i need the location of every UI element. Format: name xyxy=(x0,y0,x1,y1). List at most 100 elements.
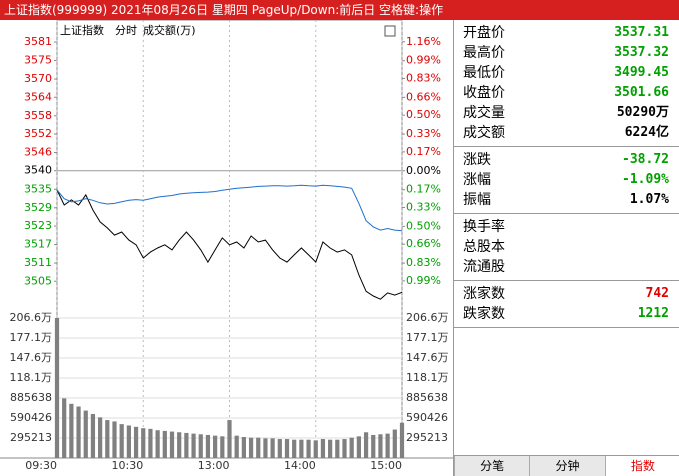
info-value: 1.07% xyxy=(629,192,669,207)
volume-bar xyxy=(205,434,211,458)
y-tick-label: 3505 xyxy=(24,274,52,287)
volume-bar xyxy=(292,439,297,458)
info-row: 最低价 3499.45 xyxy=(454,63,679,83)
y-tick-label: 3523 xyxy=(24,219,52,232)
info-label: 总股本 xyxy=(463,239,505,255)
y2-tick-label: 0.33% xyxy=(406,200,441,213)
y-tick-label: 206.6万 xyxy=(10,311,53,324)
volume-bar xyxy=(213,435,218,458)
y2-tick-label: 0.99% xyxy=(406,274,441,287)
volume-bar xyxy=(313,440,318,458)
y-tick-label: 3540 xyxy=(24,164,52,177)
volume-bar xyxy=(148,428,153,458)
y-tick-label: 3575 xyxy=(24,54,52,67)
info-value: 1212 xyxy=(637,306,669,321)
y-tick-label: 590426 xyxy=(10,411,52,424)
volume-bar xyxy=(105,420,110,458)
chart-title: 上证指数 xyxy=(60,23,104,37)
info-row: 流通股 xyxy=(454,257,679,277)
y-tick-label: 118.1万 xyxy=(406,371,449,384)
volume-bar xyxy=(227,420,232,458)
volume-bar xyxy=(277,439,282,458)
info-row: 最高价 3537.32 xyxy=(454,43,679,63)
info-label: 跌家数 xyxy=(463,306,505,322)
info-value: 3537.31 xyxy=(614,25,669,40)
info-label: 开盘价 xyxy=(463,25,505,41)
y-tick-label: 3552 xyxy=(24,127,52,140)
y-tick-label: 885638 xyxy=(10,391,52,404)
y2-tick-label: 0.17% xyxy=(406,183,441,196)
y2-tick-label: 0.00% xyxy=(406,164,441,177)
y-tick-label: 590426 xyxy=(406,411,448,424)
volume-bar xyxy=(328,439,333,458)
tab[interactable]: 分笔 xyxy=(454,456,530,476)
volume-bar xyxy=(248,437,254,458)
y-tick-label: 3558 xyxy=(24,109,52,122)
info-value: 3537.32 xyxy=(614,45,669,60)
volume-bar xyxy=(349,437,354,458)
info-label: 流通股 xyxy=(463,259,505,275)
volume-bar xyxy=(220,436,225,458)
volume-bar xyxy=(342,439,347,458)
info-group: 换手率 总股本 流通股 xyxy=(454,214,679,281)
info-row: 总股本 xyxy=(454,237,679,257)
chart-icon[interactable] xyxy=(384,25,396,37)
x-tick-label: 15:00 xyxy=(370,459,402,472)
y2-tick-label: 0.17% xyxy=(406,145,441,158)
info-row: 成交量 50290万 xyxy=(454,103,679,123)
info-value: 50290万 xyxy=(616,105,669,120)
y-tick-label: 177.1万 xyxy=(406,331,449,344)
volume-bar xyxy=(177,432,182,458)
volume-bar xyxy=(256,437,261,458)
info-row: 振幅 1.07% xyxy=(454,190,679,210)
info-label: 振幅 xyxy=(463,192,491,208)
y2-tick-label: 0.66% xyxy=(406,237,441,250)
volume-bar xyxy=(378,434,383,458)
tab[interactable]: 分钟 xyxy=(529,456,605,476)
volume-bar xyxy=(270,438,275,458)
y-tick-label: 118.1万 xyxy=(10,371,53,384)
info-row: 涨幅 -1.09% xyxy=(454,170,679,190)
chart-annotation: 成交额(万) xyxy=(143,23,196,37)
info-group: 开盘价 3537.31 最高价 3537.32 最低价 3499.45 收盘价 3501.66… xyxy=(454,20,679,147)
volume-bar xyxy=(335,439,340,458)
y-tick-label: 3564 xyxy=(24,90,52,103)
volume-bar xyxy=(198,434,203,458)
volume-bar xyxy=(263,438,268,458)
volume-bar xyxy=(155,430,160,458)
y-tick-label: 295213 xyxy=(406,431,448,444)
info-row: 跌家数 1212 xyxy=(454,304,679,324)
y-tick-label: 206.6万 xyxy=(406,311,449,324)
volume-bar xyxy=(234,435,239,458)
x-tick-label: 09:30 xyxy=(25,459,57,472)
x-tick-label: 13:00 xyxy=(198,459,230,472)
volume-bar xyxy=(76,406,81,458)
volume-bar xyxy=(119,424,124,458)
y-tick-label: 3546 xyxy=(24,146,52,159)
info-value: 742 xyxy=(645,286,669,301)
tab-bar: 分笔 分钟 指数 xyxy=(454,455,679,476)
tab[interactable]: 指数 xyxy=(604,456,679,476)
volume-bar xyxy=(385,433,390,458)
info-row: 涨家数 742 xyxy=(454,284,679,304)
volume-bar xyxy=(306,439,311,458)
y2-tick-label: 1.16% xyxy=(406,35,441,48)
volume-bar xyxy=(320,439,326,458)
info-group: 涨跌 -38.72 涨幅 -1.09% 振幅 1.07% xyxy=(454,147,679,214)
info-label: 成交量 xyxy=(463,105,505,121)
info-row: 成交额 6224亿 xyxy=(454,123,679,143)
info-panel: 开盘价 3537.31 最高价 3537.32 最低价 3499.45 收盘价 3501.66… xyxy=(453,20,679,476)
info-label: 换手率 xyxy=(463,219,505,235)
price-line xyxy=(56,184,403,232)
info-value: 3501.66 xyxy=(614,85,669,100)
y-tick-label: 3511 xyxy=(24,256,52,269)
volume-bar xyxy=(241,436,246,458)
info-row: 换手率 xyxy=(454,217,679,237)
volume-bar xyxy=(191,433,196,458)
y-tick-label: 177.1万 xyxy=(10,331,53,344)
y-tick-label: 3517 xyxy=(24,238,52,251)
title-bar: 上证指数(999999) 2021年08月26日 星期四 PageUp/Down… xyxy=(0,0,679,20)
volume-bar xyxy=(392,429,397,458)
info-label: 最低价 xyxy=(463,65,505,81)
